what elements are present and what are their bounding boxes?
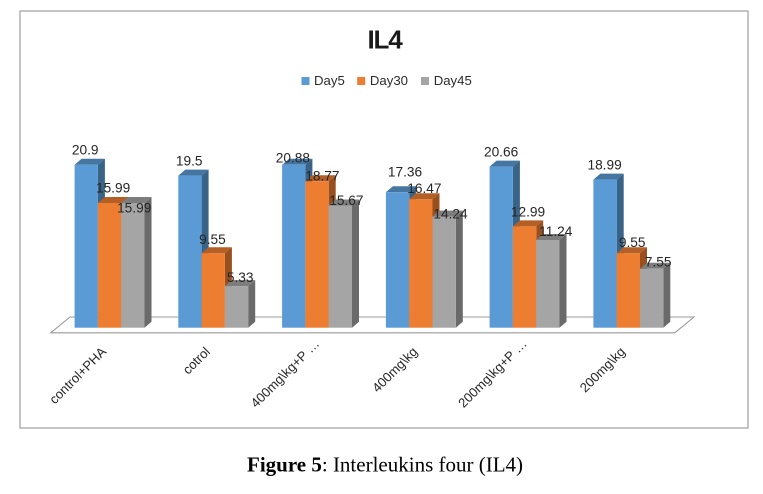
svg-text:17.36: 17.36 xyxy=(388,164,423,179)
svg-text:14.24: 14.24 xyxy=(433,207,468,222)
svg-text:Figure 5: Interleukins four (I: Figure 5: Interleukins four (IL4) xyxy=(247,453,523,477)
svg-text:20.88: 20.88 xyxy=(276,151,311,166)
svg-text:Day30: Day30 xyxy=(370,73,408,88)
svg-text:5.33: 5.33 xyxy=(227,270,254,285)
svg-text:18.99: 18.99 xyxy=(587,157,621,172)
svg-text:18.77: 18.77 xyxy=(305,169,339,184)
svg-text:Day45: Day45 xyxy=(434,73,472,88)
svg-text:9.55: 9.55 xyxy=(619,235,646,250)
svg-text:16.47: 16.47 xyxy=(407,181,441,196)
svg-text:Day5: Day5 xyxy=(314,73,345,88)
svg-text:9.55: 9.55 xyxy=(199,232,226,247)
svg-text:7.55: 7.55 xyxy=(645,254,672,269)
svg-text:12.99: 12.99 xyxy=(511,205,545,220)
svg-text:20.66: 20.66 xyxy=(484,145,519,160)
svg-text:15.67: 15.67 xyxy=(329,193,363,208)
svg-text:15.99: 15.99 xyxy=(117,200,151,215)
svg-text:20.9: 20.9 xyxy=(72,143,99,158)
svg-text:11.24: 11.24 xyxy=(539,224,573,239)
svg-text:IL4: IL4 xyxy=(368,25,404,55)
svg-text:15.99: 15.99 xyxy=(96,180,130,195)
svg-text:19.5: 19.5 xyxy=(176,154,203,169)
